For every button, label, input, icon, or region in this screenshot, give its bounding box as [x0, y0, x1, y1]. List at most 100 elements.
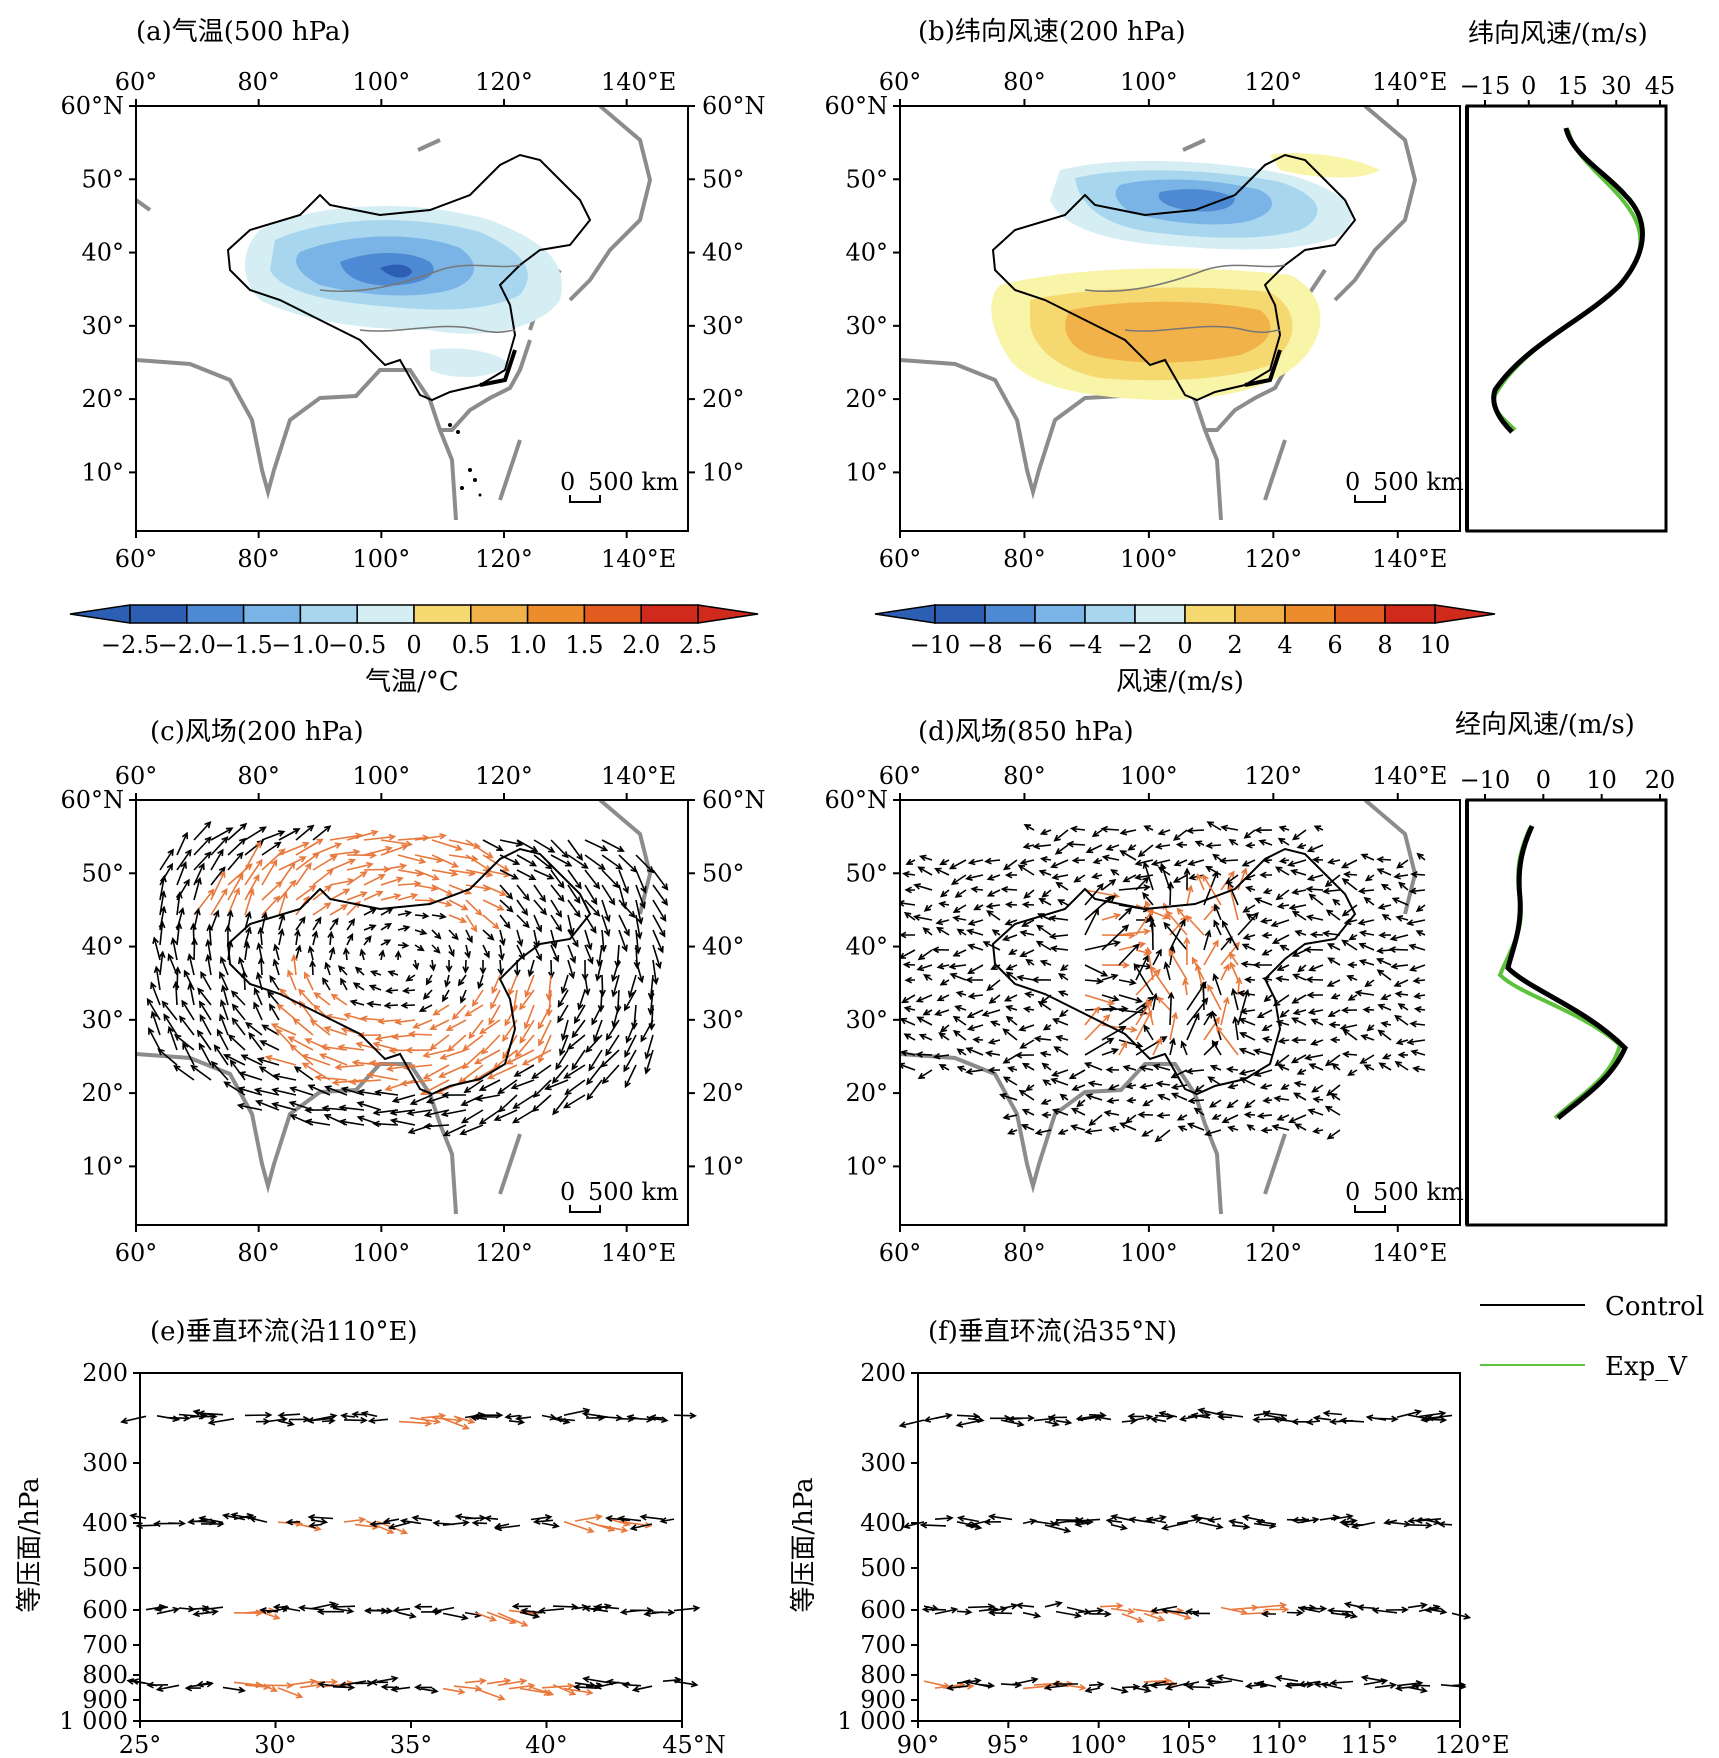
wind-vector [1088, 1681, 1105, 1689]
wind-vector [1213, 903, 1222, 921]
wind-vector [338, 1680, 367, 1689]
lat-left-tick: 60°N [60, 92, 124, 120]
wind-vector [900, 899, 916, 907]
wind-vector [519, 1611, 541, 1619]
wind-vector [380, 844, 409, 856]
wind-vector [1413, 1006, 1426, 1013]
wind-vector [1175, 841, 1188, 849]
wind-vector [295, 862, 312, 886]
wind-vector [240, 1054, 263, 1066]
wind-vector [1084, 940, 1122, 951]
wind-vector [471, 1519, 488, 1527]
wind-vector [1220, 963, 1230, 981]
wind-vector [280, 1605, 301, 1612]
wind-vector [1327, 957, 1341, 966]
wind-vector [1051, 1518, 1079, 1527]
wind-vector [167, 1414, 191, 1422]
wind-vector [153, 1605, 169, 1612]
wind-vector [592, 1019, 603, 1043]
panel-f-title: (f)垂直环流(沿35°N) [928, 1317, 1177, 1347]
wind-vector [287, 1036, 314, 1051]
lat-right-tick: 50° [702, 859, 745, 887]
colorbar-tick: −6 [1017, 631, 1052, 659]
wind-vector [1004, 871, 1018, 879]
wind-vector [986, 889, 1001, 897]
wind-vector [1100, 825, 1120, 833]
wind-vector [1262, 1410, 1288, 1417]
wind-vector [261, 858, 278, 886]
wind-vector [588, 1049, 603, 1072]
wind-vector [261, 895, 281, 916]
wind-vector [1119, 1122, 1137, 1131]
colorbar-temperature-label: 气温/°C [365, 667, 459, 697]
wind-vector [288, 1415, 311, 1423]
wind-vector [1341, 1050, 1358, 1058]
wind-vector [405, 1046, 433, 1054]
wind-vector [1408, 943, 1426, 951]
wind-vector [987, 1609, 1013, 1617]
lon-bottom-tick: 60° [879, 545, 922, 573]
wind-vector [329, 888, 351, 901]
wind-vector [1039, 1050, 1052, 1058]
wind-vector [901, 994, 916, 1004]
colorbar-tick: 8 [1377, 631, 1392, 659]
wind-vector [1409, 964, 1426, 972]
wind-vector [216, 1028, 229, 1051]
wind-vector [1042, 1023, 1052, 1031]
wind-vector [257, 956, 265, 976]
wind-vector [1207, 983, 1222, 1011]
wind-vector [1025, 1084, 1035, 1092]
lat-right-tick: 30° [702, 312, 745, 340]
wind-vector [552, 1603, 579, 1611]
wind-vector [277, 1687, 304, 1699]
wind-vector [1259, 871, 1273, 879]
wind-vector [322, 977, 331, 991]
wind-vector [159, 848, 174, 871]
wind-vector [1305, 914, 1324, 922]
wind-vector [293, 1066, 314, 1081]
wind-vector [1044, 1683, 1068, 1691]
wind-vector [445, 959, 453, 973]
wind-vector [991, 929, 1001, 936]
wind-vector [356, 1101, 382, 1111]
wind-vector [582, 1675, 609, 1684]
wind-vector [397, 941, 410, 949]
wind-vector [1277, 1064, 1290, 1071]
wind-vector [1103, 1109, 1120, 1117]
wind-vector [491, 974, 501, 995]
wind-vector [538, 1019, 552, 1047]
wind-vector [210, 909, 220, 931]
wind-vector [1048, 1413, 1068, 1421]
colorbar-tick: 2.0 [622, 631, 660, 659]
svg-text:0: 0 [1345, 1178, 1360, 1206]
wind-vector [331, 1078, 365, 1086]
wind-vector [412, 959, 420, 971]
wind-vector [193, 862, 205, 886]
wind-vector [497, 1079, 518, 1095]
colorbar-tick: −2 [1117, 631, 1152, 659]
wind-vector [985, 902, 1001, 910]
x-tick: 95° [987, 1731, 1030, 1758]
wind-vector [1069, 825, 1086, 833]
wind-vector [227, 822, 248, 841]
wind-vector [170, 936, 178, 961]
wind-vector [1014, 1051, 1035, 1059]
wind-vector [1000, 1603, 1019, 1610]
profile-tick: 15 [1557, 72, 1588, 100]
wind-vector [1347, 1069, 1358, 1076]
wind-vector [498, 1094, 518, 1113]
panel-f-frame [917, 1372, 1461, 1722]
lat-right-tick: 40° [702, 933, 745, 961]
wind-vector [917, 866, 933, 876]
wind-vector [967, 964, 984, 974]
colorbar-tick: 2.5 [679, 631, 717, 659]
wind-vector [219, 971, 229, 991]
wind-vector [1277, 837, 1290, 846]
lon-bottom-tick: 80° [1003, 545, 1046, 573]
wind-vector [1346, 974, 1358, 982]
wind-vector [1298, 1605, 1321, 1613]
wind-vector [440, 1109, 467, 1117]
wind-vector [1023, 889, 1035, 899]
wind-vector [934, 1009, 950, 1017]
